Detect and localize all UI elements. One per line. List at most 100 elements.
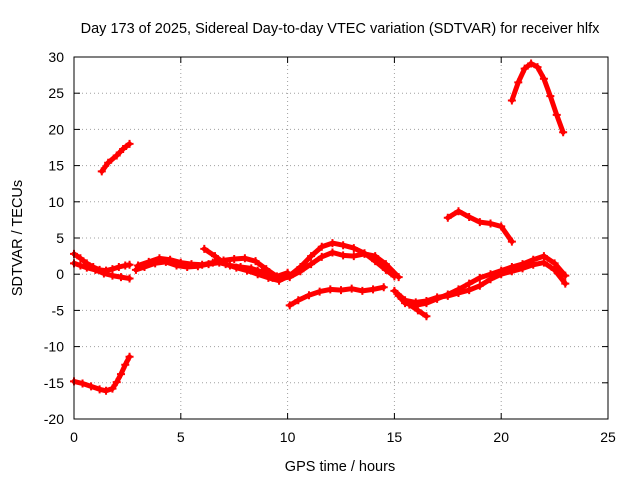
data-point <box>475 218 484 227</box>
trace-line <box>71 354 132 394</box>
data-point <box>99 269 108 278</box>
data-point <box>112 151 121 160</box>
data-point <box>520 64 529 73</box>
chart-title: Day 173 of 2025, Sidereal Day-to-day VTE… <box>81 21 600 37</box>
data-point <box>275 274 284 283</box>
data-point <box>326 285 335 294</box>
series-arc-j <box>390 258 570 307</box>
data-point <box>307 252 316 261</box>
data-point <box>360 249 369 258</box>
data-point <box>465 279 474 288</box>
data-point <box>454 207 463 216</box>
data-point <box>116 273 125 282</box>
data-point <box>369 285 378 294</box>
data-point <box>104 158 113 167</box>
data-point <box>486 270 495 279</box>
data-point <box>76 261 85 270</box>
series-arc-b <box>70 259 134 283</box>
data-point <box>251 257 260 266</box>
series-arc-m <box>443 207 516 246</box>
data-point <box>475 273 484 282</box>
data-point <box>317 252 326 261</box>
data-point <box>422 299 431 308</box>
data-point <box>405 300 414 309</box>
y-axis-label: SDTVAR / TECUs <box>10 180 26 296</box>
data-point <box>140 262 149 271</box>
data-point <box>507 237 516 246</box>
data-point <box>121 360 130 369</box>
series-arc-k <box>394 252 570 310</box>
x-tick-label: 25 <box>600 429 616 445</box>
data-point <box>339 251 348 260</box>
data-point <box>349 244 358 253</box>
data-point <box>379 283 388 292</box>
data-point <box>200 244 209 253</box>
series-arc-d <box>70 352 134 395</box>
y-tick-label: -15 <box>44 375 64 391</box>
data-point <box>125 139 134 148</box>
data-point <box>465 213 474 222</box>
data-point <box>296 267 305 276</box>
data-point <box>552 110 561 119</box>
data-point <box>172 261 181 270</box>
data-point <box>486 219 495 228</box>
data-point <box>125 274 134 283</box>
data-point <box>443 213 452 222</box>
data-point <box>285 273 294 282</box>
y-tick-label: 0 <box>56 266 64 282</box>
data-point <box>539 74 548 83</box>
data-point <box>315 287 324 296</box>
data-point <box>550 259 559 268</box>
data-point <box>497 266 506 275</box>
data-point <box>518 260 527 269</box>
y-tick-label: 10 <box>48 194 64 210</box>
trace-line <box>201 240 397 284</box>
y-tick-label: -20 <box>44 411 64 427</box>
data-point <box>210 252 219 261</box>
y-tick-label: -10 <box>44 339 64 355</box>
data-point <box>91 265 100 274</box>
data-point <box>507 96 516 105</box>
data-point <box>507 262 516 271</box>
x-tick-label: 5 <box>177 429 185 445</box>
data-point <box>151 259 160 268</box>
data-point <box>339 241 348 250</box>
data-point <box>443 290 452 299</box>
data-point <box>413 306 422 315</box>
data-point <box>119 144 128 153</box>
data-point <box>204 260 213 269</box>
data-point <box>95 385 104 394</box>
data-point <box>396 293 405 302</box>
data-point <box>97 167 106 176</box>
grid <box>74 57 608 419</box>
data-point <box>131 265 140 274</box>
data-point <box>82 263 91 272</box>
data-point <box>328 239 337 248</box>
data-point <box>390 286 399 295</box>
data-point <box>112 378 121 387</box>
data-point <box>514 78 523 87</box>
data-point <box>285 301 294 310</box>
data-point <box>422 312 431 321</box>
data-point <box>529 255 538 264</box>
data-point <box>394 273 403 282</box>
data-point <box>125 260 134 269</box>
data-point <box>125 352 134 361</box>
data-point <box>539 252 548 261</box>
x-tick-label: 20 <box>493 429 509 445</box>
y-tick-label: 15 <box>48 158 64 174</box>
data-point <box>183 262 192 271</box>
plot-frame <box>73 56 609 420</box>
trace-line <box>398 294 429 319</box>
data-point <box>221 260 230 269</box>
data-point <box>232 263 241 272</box>
data-point <box>347 284 356 293</box>
data-point <box>294 296 303 305</box>
data-point <box>337 286 345 295</box>
data-point <box>381 260 390 269</box>
data-point <box>328 248 337 257</box>
trace-line <box>509 61 566 135</box>
y-tick-label: 30 <box>48 49 64 65</box>
data-point <box>497 222 506 231</box>
